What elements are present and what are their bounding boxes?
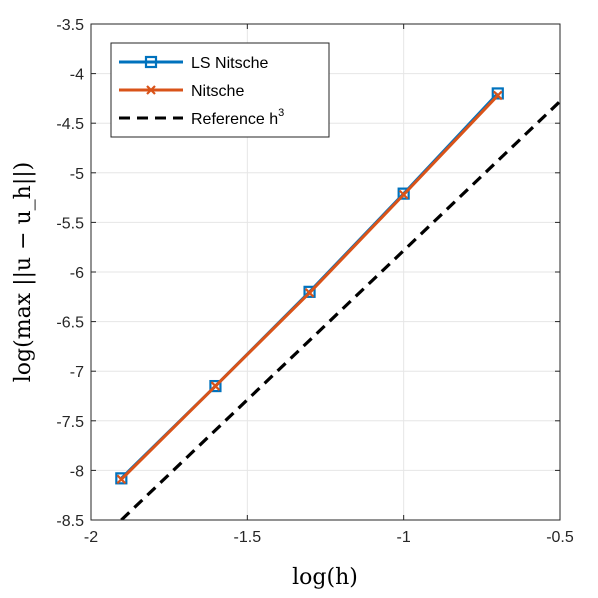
data-point-nitsche — [116, 474, 127, 485]
x-tick-label: -2 — [84, 529, 98, 546]
series-nitsche — [116, 90, 503, 485]
y-tick-label: -3.5 — [56, 17, 84, 34]
y-tick-label: -4.5 — [56, 116, 84, 133]
legend-label-reference: Reference h3 — [191, 107, 284, 128]
series-layer — [115, 87, 560, 520]
legend-label-ls-nitsche: LS Nitsche — [191, 55, 268, 72]
legend-marker-ls-nitsche — [144, 55, 158, 69]
ticks — [90, 23, 561, 521]
x-tick-label: -1.5 — [234, 529, 262, 546]
data-point-ls-nitsche — [115, 472, 128, 485]
y-tick-label: -6.5 — [56, 315, 84, 332]
series-ls-nitsche — [115, 87, 504, 485]
x-axis-label: log(h) — [292, 565, 358, 590]
legend-item-reference: Reference h3 — [119, 107, 284, 128]
data-point-ls-nitsche — [491, 87, 504, 100]
data-point-ls-nitsche — [303, 285, 316, 298]
legend-item-nitsche: Nitsche — [119, 83, 244, 100]
y-tick-label: -4 — [70, 67, 84, 84]
y-tick-label: -6 — [70, 265, 84, 282]
data-point-nitsche — [304, 288, 315, 298]
y-tick-label: -5.5 — [56, 215, 84, 232]
x-tick-label: -0.5 — [546, 529, 574, 546]
y-tick-label: -7 — [70, 364, 84, 381]
y-tick-label: -8 — [70, 463, 84, 480]
y-tick-label: -8.5 — [56, 513, 84, 530]
x-tick-label: -1 — [397, 529, 411, 546]
y-tick-label: -7.5 — [56, 414, 84, 431]
y-tick-label: -5 — [70, 166, 84, 183]
data-point-nitsche — [398, 189, 409, 200]
y-axis-label: log(max ||u − u_h||) — [11, 162, 36, 382]
legend-label-nitsche: Nitsche — [191, 83, 244, 100]
legend: LS Nitsche Nitsche Reference h3 — [110, 42, 330, 138]
legend-superscript: 3 — [278, 107, 284, 119]
series-line-reference — [120, 100, 560, 520]
tick-labels: -2 -1.5 -1 -0.5 -3.5 -4 -4.5 -5 -5.5 -6 -6.5 -7 -7.5… — [56, 17, 573, 546]
data-point-ls-nitsche — [397, 187, 410, 200]
data-point-ls-nitsche — [209, 379, 222, 393]
data-point-nitsche — [493, 90, 503, 101]
series-reference — [120, 100, 560, 520]
legend-marker-nitsche — [146, 85, 156, 95]
data-point-nitsche — [210, 381, 221, 391]
legend-item-ls-nitsche: LS Nitsche — [119, 55, 268, 72]
